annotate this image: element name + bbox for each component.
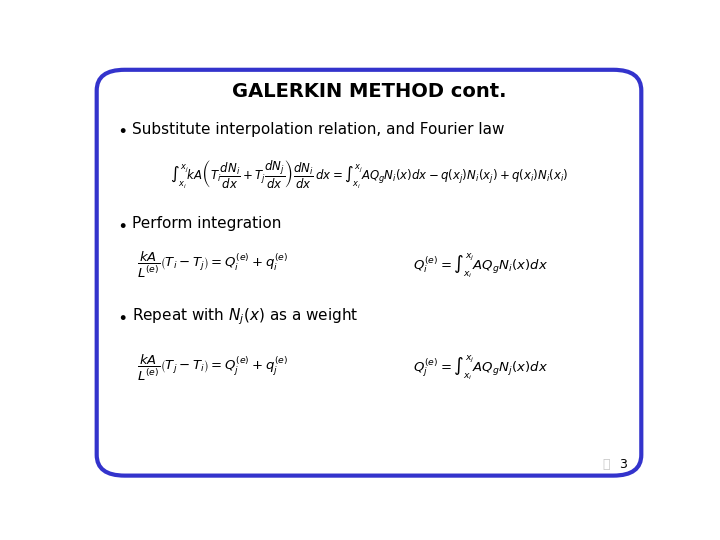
Text: $\dfrac{kA}{L^{(e)}}\left(T_j - T_i\right) = Q_j^{(e)} + q_j^{(e)}$: $\dfrac{kA}{L^{(e)}}\left(T_j - T_i\righ… — [137, 353, 289, 382]
Text: $\bullet$: $\bullet$ — [117, 214, 127, 233]
Text: $\int_{x_i}^{x_j} kA\left(T_i\dfrac{dN_i}{dx}+T_j\dfrac{dN_j}{dx}\right)\dfrac{d: $\int_{x_i}^{x_j} kA\left(T_i\dfrac{dN_i… — [170, 159, 568, 191]
Text: 🔈: 🔈 — [603, 458, 610, 471]
FancyBboxPatch shape — [96, 70, 642, 476]
Text: $\bullet$: $\bullet$ — [117, 120, 127, 138]
Text: Repeat with $N_j(x)$ as a weight: Repeat with $N_j(x)$ as a weight — [132, 306, 359, 327]
Text: $Q_i^{(e)} = \int_{x_i}^{x_j} AQ_g N_i(x)dx$: $Q_i^{(e)} = \int_{x_i}^{x_j} AQ_g N_i(x… — [413, 251, 548, 280]
Text: $\dfrac{kA}{L^{(e)}}\left(T_i - T_j\right) = Q_i^{(e)} + q_i^{(e)}$: $\dfrac{kA}{L^{(e)}}\left(T_i - T_j\righ… — [137, 250, 289, 280]
Text: $\bullet$: $\bullet$ — [117, 307, 127, 326]
Text: $Q_j^{(e)} = \int_{x_i}^{x_j} AQ_g N_j(x)dx$: $Q_j^{(e)} = \int_{x_i}^{x_j} AQ_g N_j(x… — [413, 353, 548, 382]
Text: 3: 3 — [619, 458, 627, 471]
Text: GALERKIN METHOD cont.: GALERKIN METHOD cont. — [232, 82, 506, 102]
Text: Substitute interpolation relation, and Fourier law: Substitute interpolation relation, and F… — [132, 122, 504, 137]
Text: Perform integration: Perform integration — [132, 216, 282, 231]
